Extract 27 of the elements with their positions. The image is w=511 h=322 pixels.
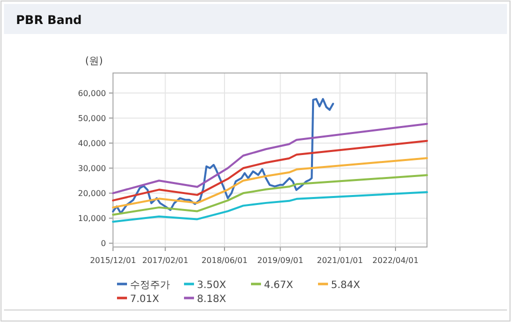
y-tick-label: 10,000 xyxy=(78,214,106,224)
x-tick-label: 2022/04/01 xyxy=(372,256,419,265)
y-tick-label: 30,000 xyxy=(78,164,106,174)
y-tick-label: 60,000 xyxy=(78,89,106,98)
legend-label: 수정주가 xyxy=(130,280,170,291)
y-tick-label: 0 xyxy=(100,239,106,248)
line-series xyxy=(112,174,428,216)
legend-label: 8.18X xyxy=(197,294,226,305)
line-series xyxy=(112,98,334,214)
legend-label: 3.50X xyxy=(197,280,226,291)
x-tick-label: 2018/06/01 xyxy=(201,256,248,265)
y-tick-label: 40,000 xyxy=(78,139,106,148)
y-axis-title: (원) xyxy=(85,56,103,67)
x-tick-label: 2019/09/01 xyxy=(257,256,304,265)
line-series xyxy=(112,122,428,194)
line-series xyxy=(112,157,428,208)
legend-label: 5.84X xyxy=(331,280,360,291)
x-tick-label: 2017/02/01 xyxy=(142,256,188,265)
line-series xyxy=(112,140,428,202)
x-tick-label: 2015/12/01 xyxy=(90,256,136,265)
chart-title: PBR Band xyxy=(16,13,82,27)
legend-label: 4.67X xyxy=(264,280,294,291)
y-tick-label: 50,000 xyxy=(78,114,106,124)
legend-label: 7.01X xyxy=(130,294,160,305)
line-series xyxy=(112,191,428,223)
y-tick-label: 20,000 xyxy=(78,189,106,198)
x-tick-label: 2021/01/01 xyxy=(316,256,363,265)
